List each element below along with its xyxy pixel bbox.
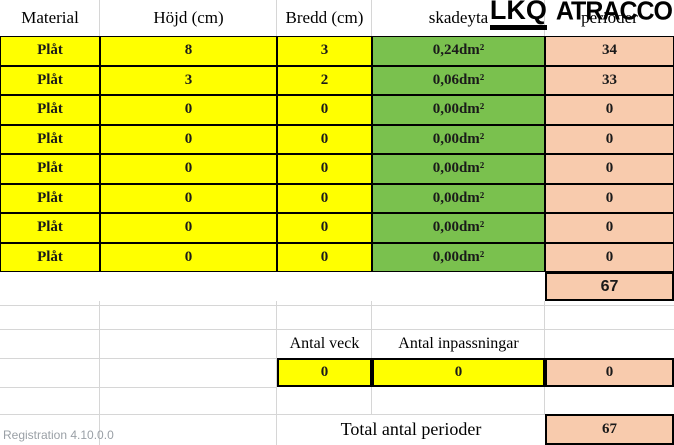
cell-hojd[interactable]: 3 <box>100 65 277 95</box>
gridline <box>544 0 545 36</box>
cell-material[interactable]: Plåt <box>0 124 100 154</box>
gridline <box>0 387 277 388</box>
cell-perioder[interactable]: 0 <box>545 154 674 184</box>
column-header-skadeyta: skadeyta <box>428 8 489 27</box>
total-perioder-cell[interactable]: 67 <box>545 414 674 445</box>
cell-hojd[interactable]: 0 <box>100 183 277 213</box>
lkq-logo-text: LKQ <box>489 0 547 30</box>
cell-bredd[interactable]: 0 <box>277 213 372 243</box>
cell-perioder[interactable]: 34 <box>545 36 674 66</box>
cell-bredd[interactable]: 0 <box>277 242 372 272</box>
gridline <box>276 301 277 445</box>
cell-skadeyta[interactable]: 0,00dm² <box>372 154 545 184</box>
gridline <box>371 0 372 36</box>
column-header-perioder: perioder <box>581 8 638 27</box>
column-header-hojd: Höjd (cm) <box>153 8 224 27</box>
cell-hojd[interactable]: 0 <box>100 213 277 243</box>
cell-hojd[interactable]: 0 <box>100 95 277 125</box>
cell-skadeyta[interactable]: 0,24dm² <box>372 36 545 66</box>
gridline <box>99 0 100 36</box>
cell-skadeyta[interactable]: 0,00dm² <box>372 95 545 125</box>
cell-bredd[interactable]: 0 <box>277 124 372 154</box>
cell-skadeyta[interactable]: 0,00dm² <box>372 124 545 154</box>
cell-material[interactable]: Plåt <box>0 36 100 66</box>
atracco-logo-text: ATRACCO <box>555 0 673 26</box>
cell-hojd[interactable]: 0 <box>100 242 277 272</box>
cell-hojd[interactable]: 8 <box>100 36 277 66</box>
cell-skadeyta[interactable]: 0,00dm² <box>372 213 545 243</box>
cell-perioder[interactable]: 0 <box>545 242 674 272</box>
gridline <box>544 301 545 414</box>
gridline <box>99 301 100 445</box>
total-antal-perioder-label: Total antal perioder <box>340 419 482 439</box>
cell-perioder[interactable]: 0 <box>545 213 674 243</box>
gridline <box>0 329 674 330</box>
cell-material[interactable]: Plåt <box>0 213 100 243</box>
cell-bredd[interactable]: 0 <box>277 183 372 213</box>
gridline <box>0 305 674 306</box>
damage-table: Plåt 8 3 0,24dm² 34 Plåt 3 2 0,06dm² 33 … <box>0 36 674 272</box>
lkq-atracco-logo: LKQ ATRACCO <box>489 0 673 30</box>
cell-material[interactable]: Plåt <box>0 95 100 125</box>
cell-material[interactable]: Plåt <box>0 65 100 95</box>
cell-perioder[interactable]: 0 <box>545 124 674 154</box>
antal-veck-label: Antal veck <box>289 334 360 352</box>
cell-material[interactable]: Plåt <box>0 154 100 184</box>
cell-hojd[interactable]: 0 <box>100 124 277 154</box>
antal-inpassningar-cell[interactable]: 0 <box>372 358 545 387</box>
column-header-material: Material <box>21 8 79 27</box>
column-header-bredd: Bredd (cm) <box>285 8 364 27</box>
cell-material[interactable]: Plåt <box>0 242 100 272</box>
secondary-perioder-cell[interactable]: 0 <box>545 358 674 387</box>
gridline <box>0 358 277 359</box>
cell-material[interactable]: Plåt <box>0 183 100 213</box>
cell-bredd[interactable]: 3 <box>277 36 372 66</box>
cell-perioder[interactable]: 0 <box>545 95 674 125</box>
cell-skadeyta[interactable]: 0,00dm² <box>372 183 545 213</box>
cell-skadeyta[interactable]: 0,00dm² <box>372 242 545 272</box>
cell-perioder[interactable]: 0 <box>545 183 674 213</box>
cell-hojd[interactable]: 0 <box>100 154 277 184</box>
cell-bredd[interactable]: 2 <box>277 65 372 95</box>
cell-bredd[interactable]: 0 <box>277 95 372 125</box>
gridline <box>276 0 277 36</box>
registration-version-text: Registration 4.10.0.0 <box>3 428 114 442</box>
cell-perioder[interactable]: 33 <box>545 65 674 95</box>
antal-veck-cell[interactable]: 0 <box>277 358 372 387</box>
cell-skadeyta[interactable]: 0,06dm² <box>372 65 545 95</box>
cell-bredd[interactable]: 0 <box>277 154 372 184</box>
gridline <box>371 301 372 414</box>
antal-inpassningar-label: Antal inpassningar <box>398 334 519 352</box>
perioder-subtotal-cell[interactable]: 67 <box>545 272 674 301</box>
gridline <box>0 414 545 415</box>
